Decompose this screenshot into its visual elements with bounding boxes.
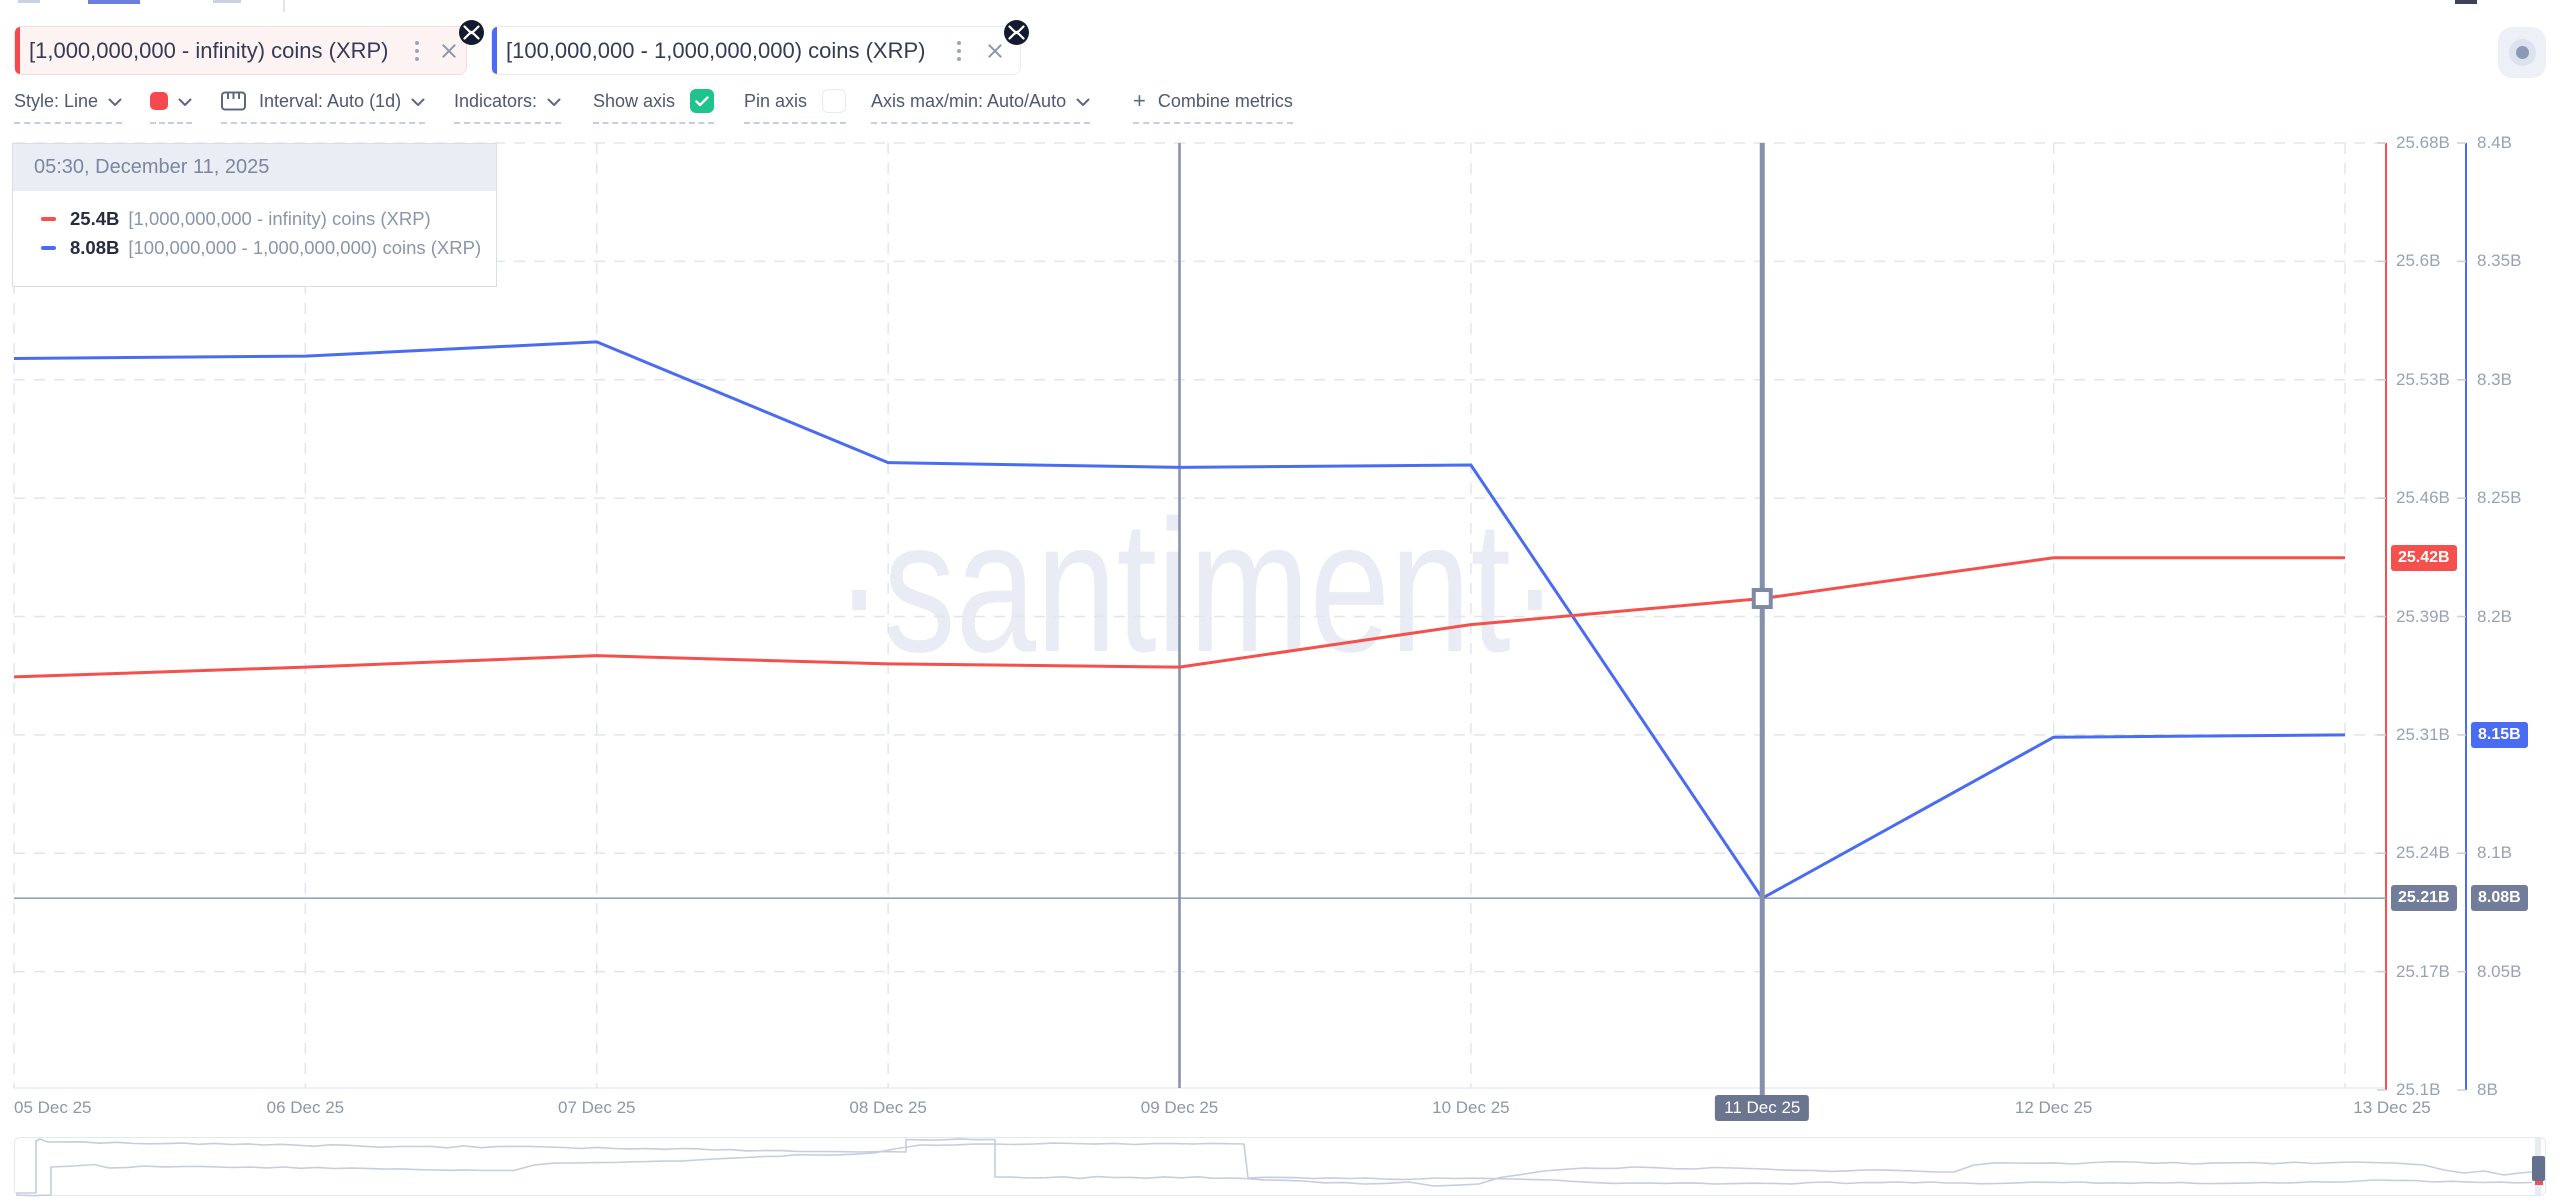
x-axis-label: 06 Dec 25	[266, 1098, 345, 1117]
series-dash-icon	[41, 245, 56, 250]
red-axis-tick-label: 25.6B	[2396, 251, 2441, 271]
metric-options-icon[interactable]	[950, 37, 968, 65]
toolbar-divider-artifact	[283, 0, 285, 12]
indicators-selector-label: Indicators:	[454, 90, 538, 111]
color-dot-icon	[2508, 39, 2536, 66]
pin-axis-toggle[interactable]: Pin axis	[744, 88, 847, 124]
navigator-series-1	[16, 1138, 2533, 1194]
metric-chip-2[interactable]: [100,000,000 - 1,000,000,000) coins (XRP…	[491, 20, 1029, 75]
tooltip-value: 8.08B	[70, 236, 120, 258]
x-axis-label: 09 Dec 25	[1140, 1098, 1219, 1117]
pin-axis-checkbox[interactable]	[822, 89, 847, 113]
plus-icon: +	[1133, 88, 1146, 113]
cropped-toolbar-artifact	[213, 0, 241, 3]
axis-maxmin-label: Axis max/min: Auto/Auto	[871, 90, 1067, 111]
series-line-red	[13, 556, 2345, 679]
chevron-down-icon	[178, 91, 192, 112]
blue-last-value-badge: 8.15B	[2471, 721, 2528, 748]
metric-options-icon[interactable]	[413, 37, 423, 65]
red-axis-tick-label: 25.46B	[2396, 488, 2450, 508]
interval-selector[interactable]: Interval: Auto (1d)	[221, 88, 426, 124]
chart-color-settings-button[interactable]	[2498, 27, 2546, 78]
metric-chip-label: [100,000,000 - 1,000,000,000) coins (XRP…	[506, 37, 926, 63]
blue-axis-tick-label: 8.1B	[2477, 843, 2512, 863]
xrp-logo-badge	[459, 20, 484, 45]
x-axis-label: 10 Dec 25	[1432, 1098, 1510, 1117]
metric-color-accent	[15, 27, 20, 74]
axis-maxmin-selector[interactable]: Axis max/min: Auto/Auto	[871, 88, 1091, 124]
show-axis-label: Show axis	[593, 90, 676, 111]
blue-axis-tick-label: 8.4B	[2477, 133, 2512, 152]
crosshair-blue-axis-badge: 8.08B	[2471, 885, 2528, 912]
santiment-watermark: ·santiment·	[834, 481, 1560, 691]
chart-tooltip: 05:30, December 11, 2025 25.4B [1,000,00…	[12, 143, 497, 287]
combine-metrics-label: Combine metrics	[1157, 90, 1293, 111]
x-axis-label: 13 Dec 25	[2353, 1098, 2431, 1117]
series-dash-icon	[41, 216, 56, 221]
tooltip-metric-name: [1,000,000,000 - infinity) coins (XRP)	[128, 207, 431, 229]
show-axis-toggle[interactable]: Show axis	[593, 88, 715, 124]
metric-chip-1[interactable]: [1,000,000,000 - infinity) coins (XRP)	[14, 20, 484, 75]
interval-icon	[221, 91, 246, 111]
tooltip-row-2: 8.08B [100,000,000 - 1,000,000,000) coin…	[13, 233, 496, 262]
tooltip-value: 25.4B	[70, 207, 120, 229]
navigator-live-marker	[2535, 1181, 2543, 1185]
chevron-down-icon	[108, 91, 122, 112]
cropped-toolbar-artifact	[18, 0, 40, 3]
blue-axis-tick-label: 8.2B	[2477, 606, 2512, 626]
chart-toolbar: Style: Line Interval: Auto (1d) Indicato…	[0, 88, 2560, 132]
color-selector[interactable]	[150, 88, 192, 124]
red-axis-tick-label: 25.68B	[2396, 133, 2450, 152]
blue-axis-tick-label: 8.05B	[2477, 961, 2522, 981]
red-axis-tick-label: 25.39B	[2396, 606, 2450, 626]
chevron-down-icon	[1076, 91, 1090, 112]
red-last-value-badge: 25.42B	[2391, 544, 2457, 571]
metric-color-accent	[492, 27, 497, 74]
tooltip-timestamp: 05:30, December 11, 2025	[13, 144, 496, 191]
tooltip-metric-name: [100,000,000 - 1,000,000,000) coins (XRP…	[128, 236, 482, 258]
cropped-toolbar-artifact	[2455, 0, 2477, 4]
color-swatch	[150, 92, 168, 110]
blue-axis-tick-label: 8.25B	[2477, 488, 2522, 508]
red-axis-tick-label: 25.17B	[2396, 961, 2450, 981]
red-axis-tick-label: 25.31B	[2396, 724, 2450, 744]
crosshair-red-axis-badge: 25.21B	[2391, 885, 2457, 912]
blue-axis-tick-label: 8B	[2477, 1080, 2498, 1099]
pin-axis-label: Pin axis	[744, 90, 808, 111]
red-axis-tick-label: 25.53B	[2396, 369, 2450, 389]
tooltip-row-1: 25.4B [1,000,000,000 - infinity) coins (…	[13, 204, 496, 233]
chevron-down-icon	[547, 91, 561, 112]
series-line-blue	[13, 340, 2346, 900]
blue-axis-tick-label: 8.35B	[2477, 251, 2522, 271]
x-axis-label: 05 Dec 25	[14, 1098, 92, 1117]
navigator-handle[interactable]	[2532, 1156, 2545, 1181]
interval-selector-label: Interval: Auto (1d)	[259, 90, 402, 111]
xrp-logo-icon	[463, 25, 480, 40]
red-axis-tick-label: 25.1B	[2396, 1080, 2441, 1099]
x-axis-label: 08 Dec 25	[849, 1098, 927, 1117]
red-axis-tick-label: 25.24B	[2396, 843, 2450, 863]
navigator-series-2	[15, 1142, 2533, 1197]
xrp-logo-badge	[1004, 20, 1029, 45]
x-axis-label-highlighted: 11 Dec 25	[1715, 1095, 1810, 1121]
hover-point-marker	[1751, 588, 1773, 610]
xrp-logo-icon	[1008, 25, 1025, 40]
x-axis-label: 07 Dec 25	[558, 1098, 636, 1117]
metric-chip-label: [1,000,000,000 - infinity) coins (XRP)	[29, 37, 389, 63]
x-axis-label: 12 Dec 25	[2014, 1098, 2093, 1117]
chevron-down-icon	[411, 91, 425, 112]
indicators-selector[interactable]: Indicators:	[454, 88, 562, 124]
style-selector-label: Style: Line	[14, 90, 99, 111]
tooltip-body: 25.4B [1,000,000,000 - infinity) coins (…	[13, 191, 496, 286]
show-axis-checkbox[interactable]	[690, 89, 715, 113]
cropped-tab-indicator-artifact	[88, 0, 140, 4]
combine-metrics-button[interactable]: + Combine metrics	[1133, 88, 1293, 124]
blue-axis-tick-label: 8.3B	[2477, 369, 2512, 389]
style-selector[interactable]: Style: Line	[14, 88, 123, 124]
